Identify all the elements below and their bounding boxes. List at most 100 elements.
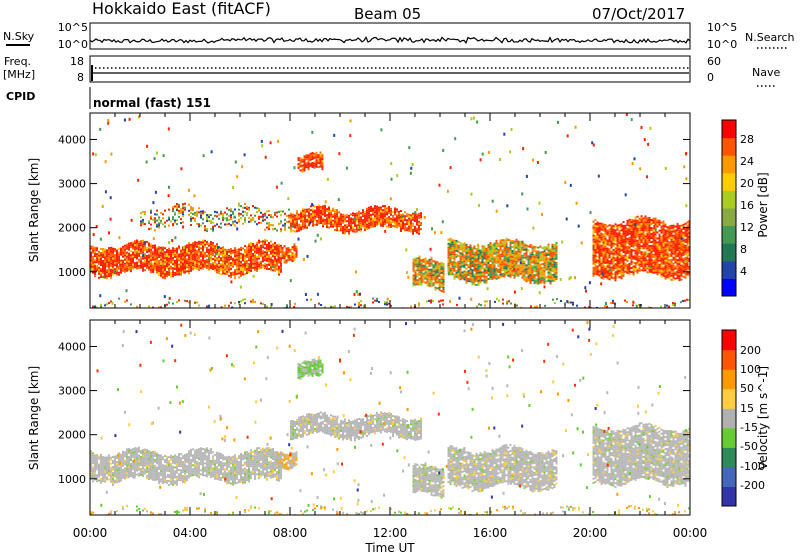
power-region-8 [92,297,690,308]
velocity-colorbar-seg-7 [722,349,736,370]
freq-tick-bottom: 8 [77,71,84,84]
velocity-colorbar-tick-3: 15 [740,402,754,415]
power-colorbar-tick-2: 12 [740,221,754,234]
velocity-colorbar-seg-4 [722,408,736,429]
nsearch-tick-top: 10^5 [707,21,737,34]
plot-title: Hokkaido East (fitACF) [92,0,271,18]
velocity-ytick-label-1: 2000 [58,429,86,442]
freq-tick-top: 18 [70,55,84,68]
velocity-colorbar: 200 100 50 15 -15 -50 -100 -200 [721,329,765,507]
velocity-colorbar-tick-6: -100 [740,460,765,473]
velocity-region-5 [447,444,558,493]
power-colorbar-tick-0: 4 [740,265,747,278]
freq-frame [89,55,691,83]
cpid-panel: CPID normal (fast) 151 [6,87,211,110]
power-colorbar-tick-4: 20 [740,177,754,190]
power-ytick-label-2: 3000 [58,178,86,191]
power-region-2 [290,204,422,235]
power-colorbar-tick-6: 28 [740,133,754,146]
nsearch-tick-bottom: 10^0 [707,38,737,51]
nsky-frame [89,22,691,50]
power-ytick-label-1: 2000 [58,222,86,235]
velocity-yaxis: 1000 2000 3000 4000 [58,340,690,486]
velocity-colorbar-tick-1: 100 [740,363,761,376]
power-colorbar-seg-6 [722,172,736,191]
velocity-colorbar-tick-4: -15 [740,421,758,434]
velocity-region-3 [297,358,324,380]
nsky-trace [89,35,691,44]
nave-tick-bottom: 0 [707,71,714,84]
nave-label: Nave [752,66,780,79]
power-region-6 [592,215,690,282]
time-axis-labels: 00:00 04:00 08:00 12:00 16:00 20:00 00:00 [73,526,708,540]
velocity-colorbar-seg-0 [722,486,736,507]
velocity-region-6 [592,422,690,489]
time-tick-label-5: 20:00 [573,526,608,540]
velocity-region-0 [90,446,282,487]
nsky-tick-top: 10^5 [58,21,88,34]
power-yaxis: 1000 2000 3000 4000 [58,133,690,279]
power-region-7 [140,202,290,233]
velocity-colorbar-tick-0: 200 [740,344,761,357]
time-tick-label-4: 16:00 [473,526,508,540]
velocity-ytick-label-3: 4000 [58,340,86,353]
velocity-ytick-label-0: 1000 [58,473,86,486]
velocity-ytick-label-2: 3000 [58,385,86,398]
cpid-text: normal (fast) 151 [93,96,211,110]
time-tick-label-1: 04:00 [173,526,208,540]
power-colorbar-seg-2 [722,243,736,262]
velocity-ylabel: Slant Range [km] [27,366,41,470]
power-ytick-label-3: 4000 [58,133,86,146]
freq-unit: [MHz] [3,68,35,81]
velocity-scatter [96,321,690,515]
velocity-colorbar-label: Velocity [m s^-1] [756,366,770,470]
time-tick-label-6: 00:00 [673,526,708,540]
nsky-tick-bottom: 10^0 [58,38,88,51]
time-tick-label-2: 08:00 [273,526,308,540]
power-region-3 [297,151,324,173]
power-data-layer [90,113,690,308]
nave-tick-top: 60 [707,55,721,68]
power-region-1 [277,243,298,264]
velocity-colorbar-seg-6 [722,369,736,390]
power-colorbar-seg-3 [722,225,736,244]
power-region-4 [412,255,445,293]
power-colorbar-tick-5: 24 [740,155,754,168]
velocity-colorbar-tick-2: 50 [740,382,754,395]
velocity-colorbar-seg-8 [722,330,736,351]
nsearch-label: N.Search [745,31,795,44]
velocity-colorbar-seg-5 [722,388,736,409]
velocity-colorbar-tick-7: -200 [740,479,765,492]
power-xaxis [89,113,691,308]
power-colorbar-tick-1: 8 [740,243,747,256]
power-region-0 [90,239,282,280]
time-tick-label-3: 12:00 [373,526,408,540]
power-colorbar-seg-0 [722,278,736,297]
freq-label: Freq. [4,55,31,68]
power-ytick-label-0: 1000 [58,266,86,279]
time-tick-label-0: 00:00 [73,526,108,540]
power-colorbar-tick-3: 16 [740,199,754,212]
velocity-region-2 [290,411,422,442]
velocity-panel: 1000 2000 3000 4000 Slant Range [km] 200 100… [27,319,770,516]
velocity-region-1 [277,451,298,471]
power-colorbar: 4 8 12 16 20 24 28 [721,119,754,297]
velocity-data-layer [90,321,690,515]
date-label: 07/Oct/2017 [592,5,685,23]
power-colorbar-seg-8 [722,137,736,156]
velocity-colorbar-tick-5: -50 [740,440,758,453]
nsky-panel: N.Sky 10^5 10^0 10^5 10^0 N.Search [3,21,795,51]
velocity-colorbar-seg-2 [722,447,736,468]
power-colorbar-label: Power [dB] [756,172,770,237]
velocity-colorbar-seg-3 [722,427,736,448]
freq-panel: Freq. [MHz] 18 8 60 0 Nave [3,55,780,87]
velocity-colorbar-seg-1 [722,466,736,487]
time-axis-title: Time UT [364,541,415,554]
power-ylabel: Slant Range [km] [27,158,41,262]
power-scatter [90,113,688,308]
cpid-label: CPID [6,90,35,103]
power-colorbar-seg-7 [722,155,736,174]
velocity-xaxis [89,320,691,515]
power-colorbar-seg-1 [722,260,736,279]
